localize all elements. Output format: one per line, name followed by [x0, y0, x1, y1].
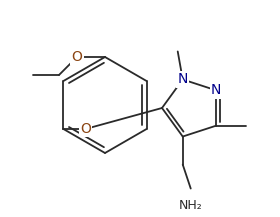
- Text: N: N: [211, 83, 221, 97]
- Text: O: O: [80, 122, 91, 136]
- Text: O: O: [72, 50, 82, 64]
- Text: NH₂: NH₂: [179, 199, 203, 212]
- Text: N: N: [178, 72, 188, 86]
